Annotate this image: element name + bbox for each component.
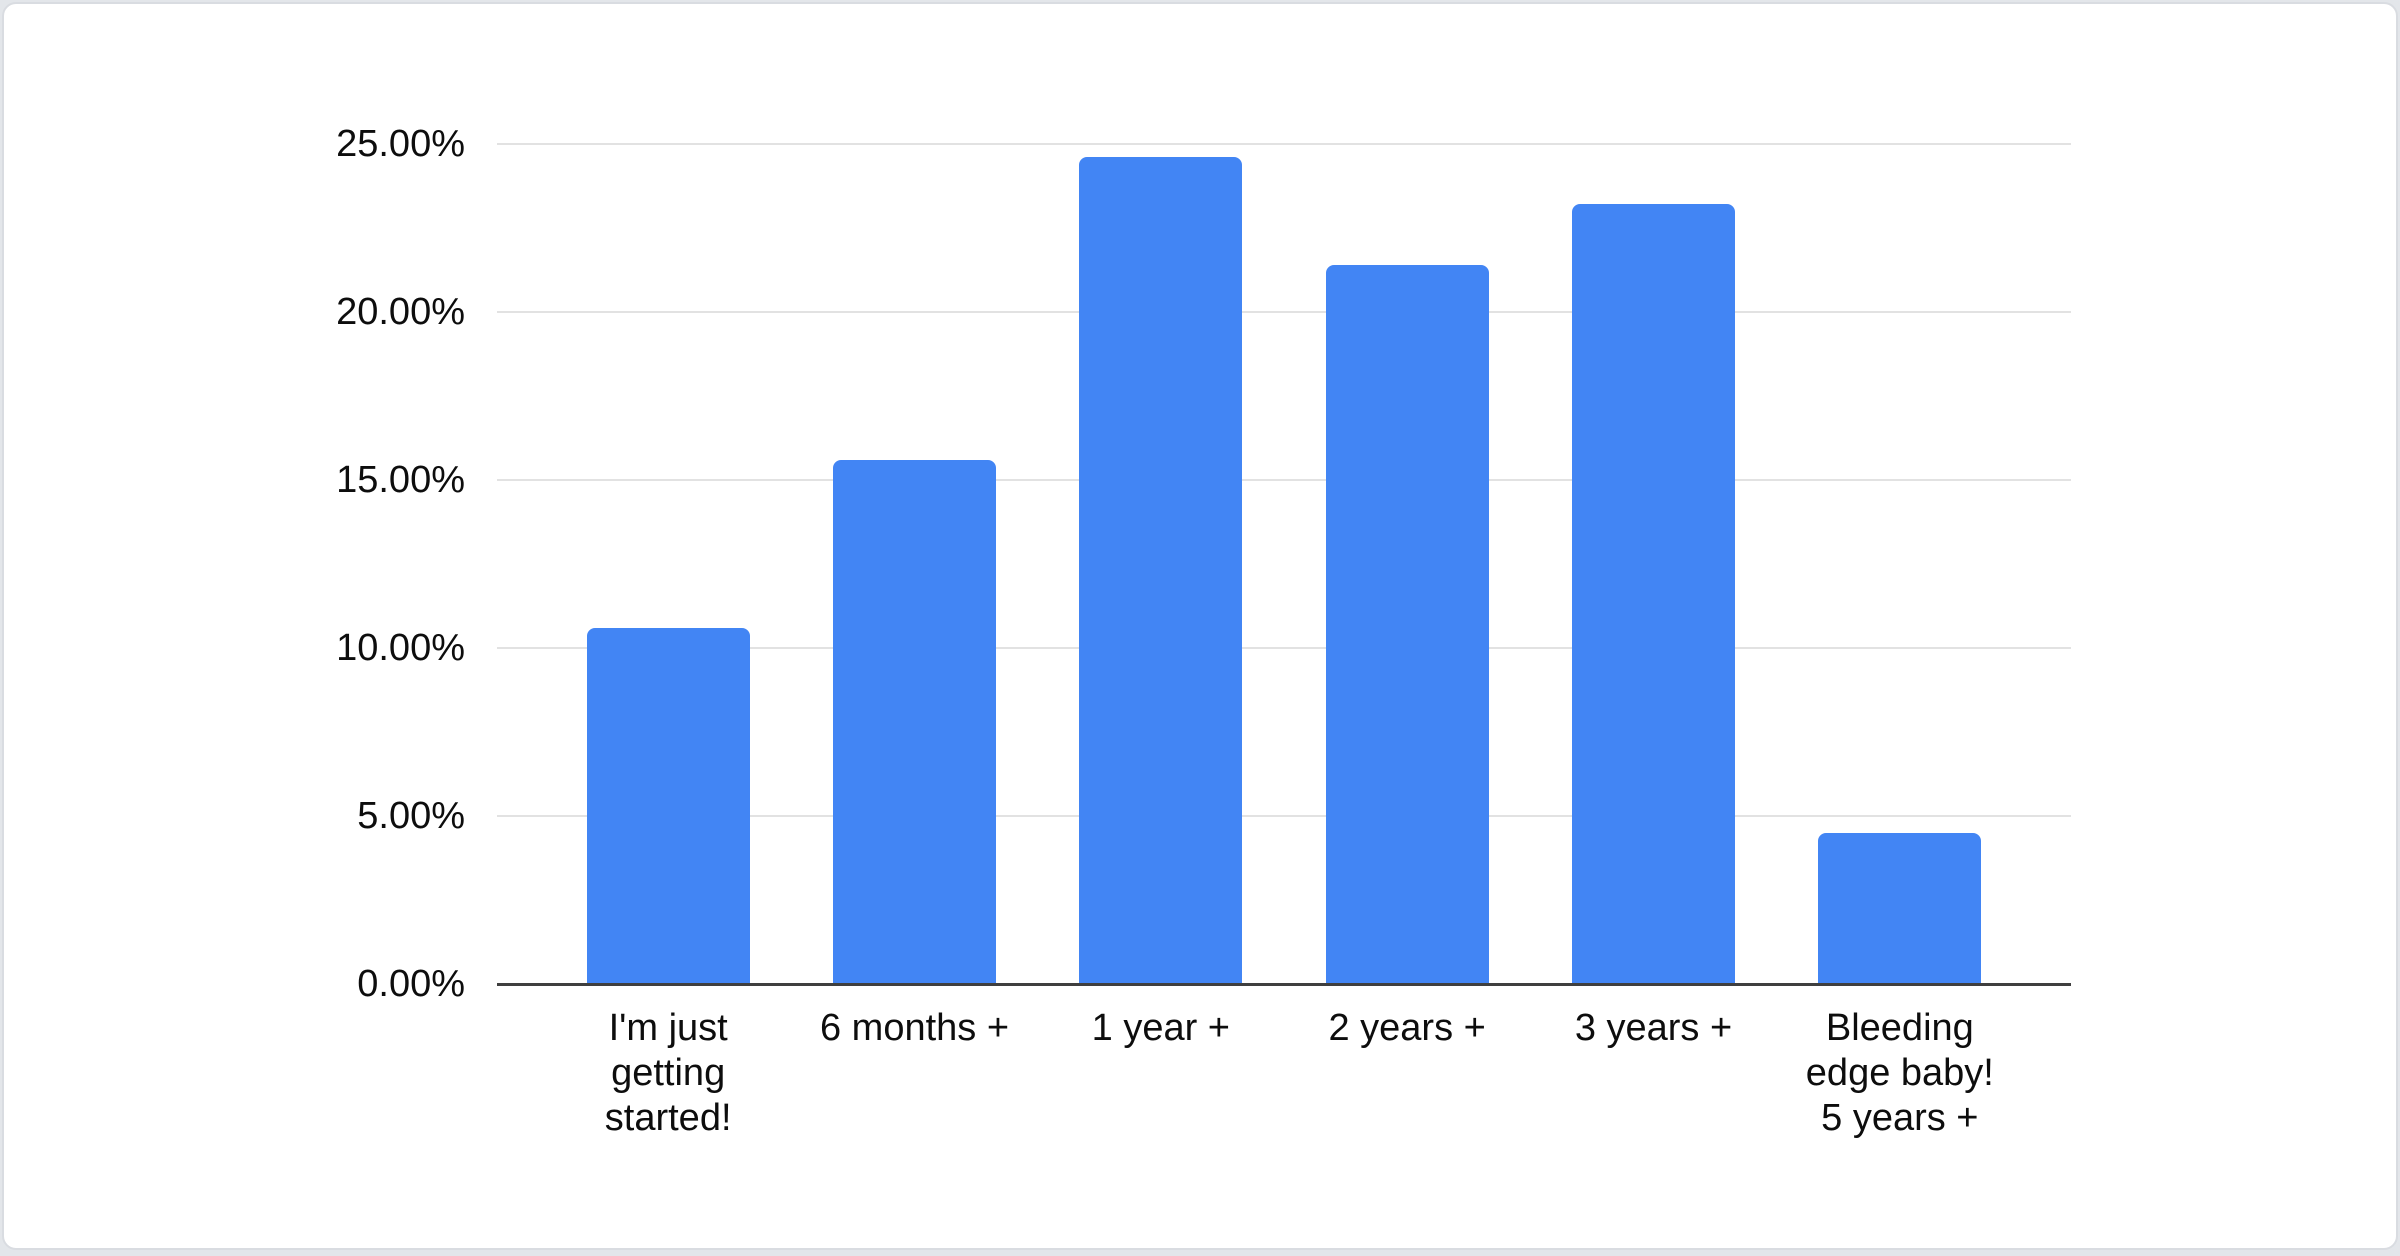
gridline [497, 311, 2071, 313]
y-axis-tick-label: 0.00% [357, 963, 465, 1005]
y-axis-tick-label: 5.00% [357, 795, 465, 837]
y-axis-tick-label: 25.00% [336, 123, 465, 165]
x-axis-category-label: 3 years + [1524, 1006, 1784, 1051]
x-axis-label-line: 6 months + [819, 1007, 1010, 1049]
bar-6[interactable] [1818, 832, 1982, 984]
x-axis-category-label: I'm just getting started! [538, 1006, 798, 1141]
x-axis-category-label: Bleeding edge baby! 5 years + [1770, 1006, 2030, 1141]
y-axis-tick-label: 15.00% [336, 459, 465, 501]
x-axis-label-line: edge baby! [1805, 1052, 1994, 1094]
y-axis-tick-label: 10.00% [336, 627, 465, 669]
x-axis-line [497, 983, 2071, 986]
x-axis-label-line: 2 years + [1328, 1007, 1486, 1049]
bar-4[interactable] [1325, 264, 1489, 984]
gridline [497, 143, 2071, 145]
x-axis-label-line: 1 year + [1091, 1007, 1231, 1049]
x-axis-category-label: 1 year + [1031, 1006, 1291, 1051]
y-axis-tick-label: 20.00% [336, 291, 465, 333]
x-axis-label-line: 3 years + [1574, 1007, 1733, 1049]
gridline [497, 815, 2071, 817]
x-axis-label-line: 5 years + [1821, 1097, 1979, 1139]
x-axis-label-line: Bleeding [1825, 1007, 1974, 1049]
bar-3[interactable] [1079, 157, 1243, 984]
gridline [497, 479, 2071, 481]
x-axis-category-label: 2 years + [1277, 1006, 1537, 1051]
bar-chart: 0.00% 5.00% 10.00% 15.00% 20.00% 25.00% I'm ju… [4, 4, 2396, 1248]
bar-1[interactable] [586, 627, 750, 984]
bar-5[interactable] [1572, 204, 1735, 984]
x-axis-category-label: 6 months + [785, 1006, 1045, 1051]
bar-2[interactable] [833, 459, 996, 984]
gridline [497, 647, 2071, 649]
x-axis-label-line: I'm just [608, 1007, 728, 1049]
x-axis-label-line: started! [604, 1097, 732, 1139]
x-axis-label-line: getting [611, 1052, 726, 1094]
